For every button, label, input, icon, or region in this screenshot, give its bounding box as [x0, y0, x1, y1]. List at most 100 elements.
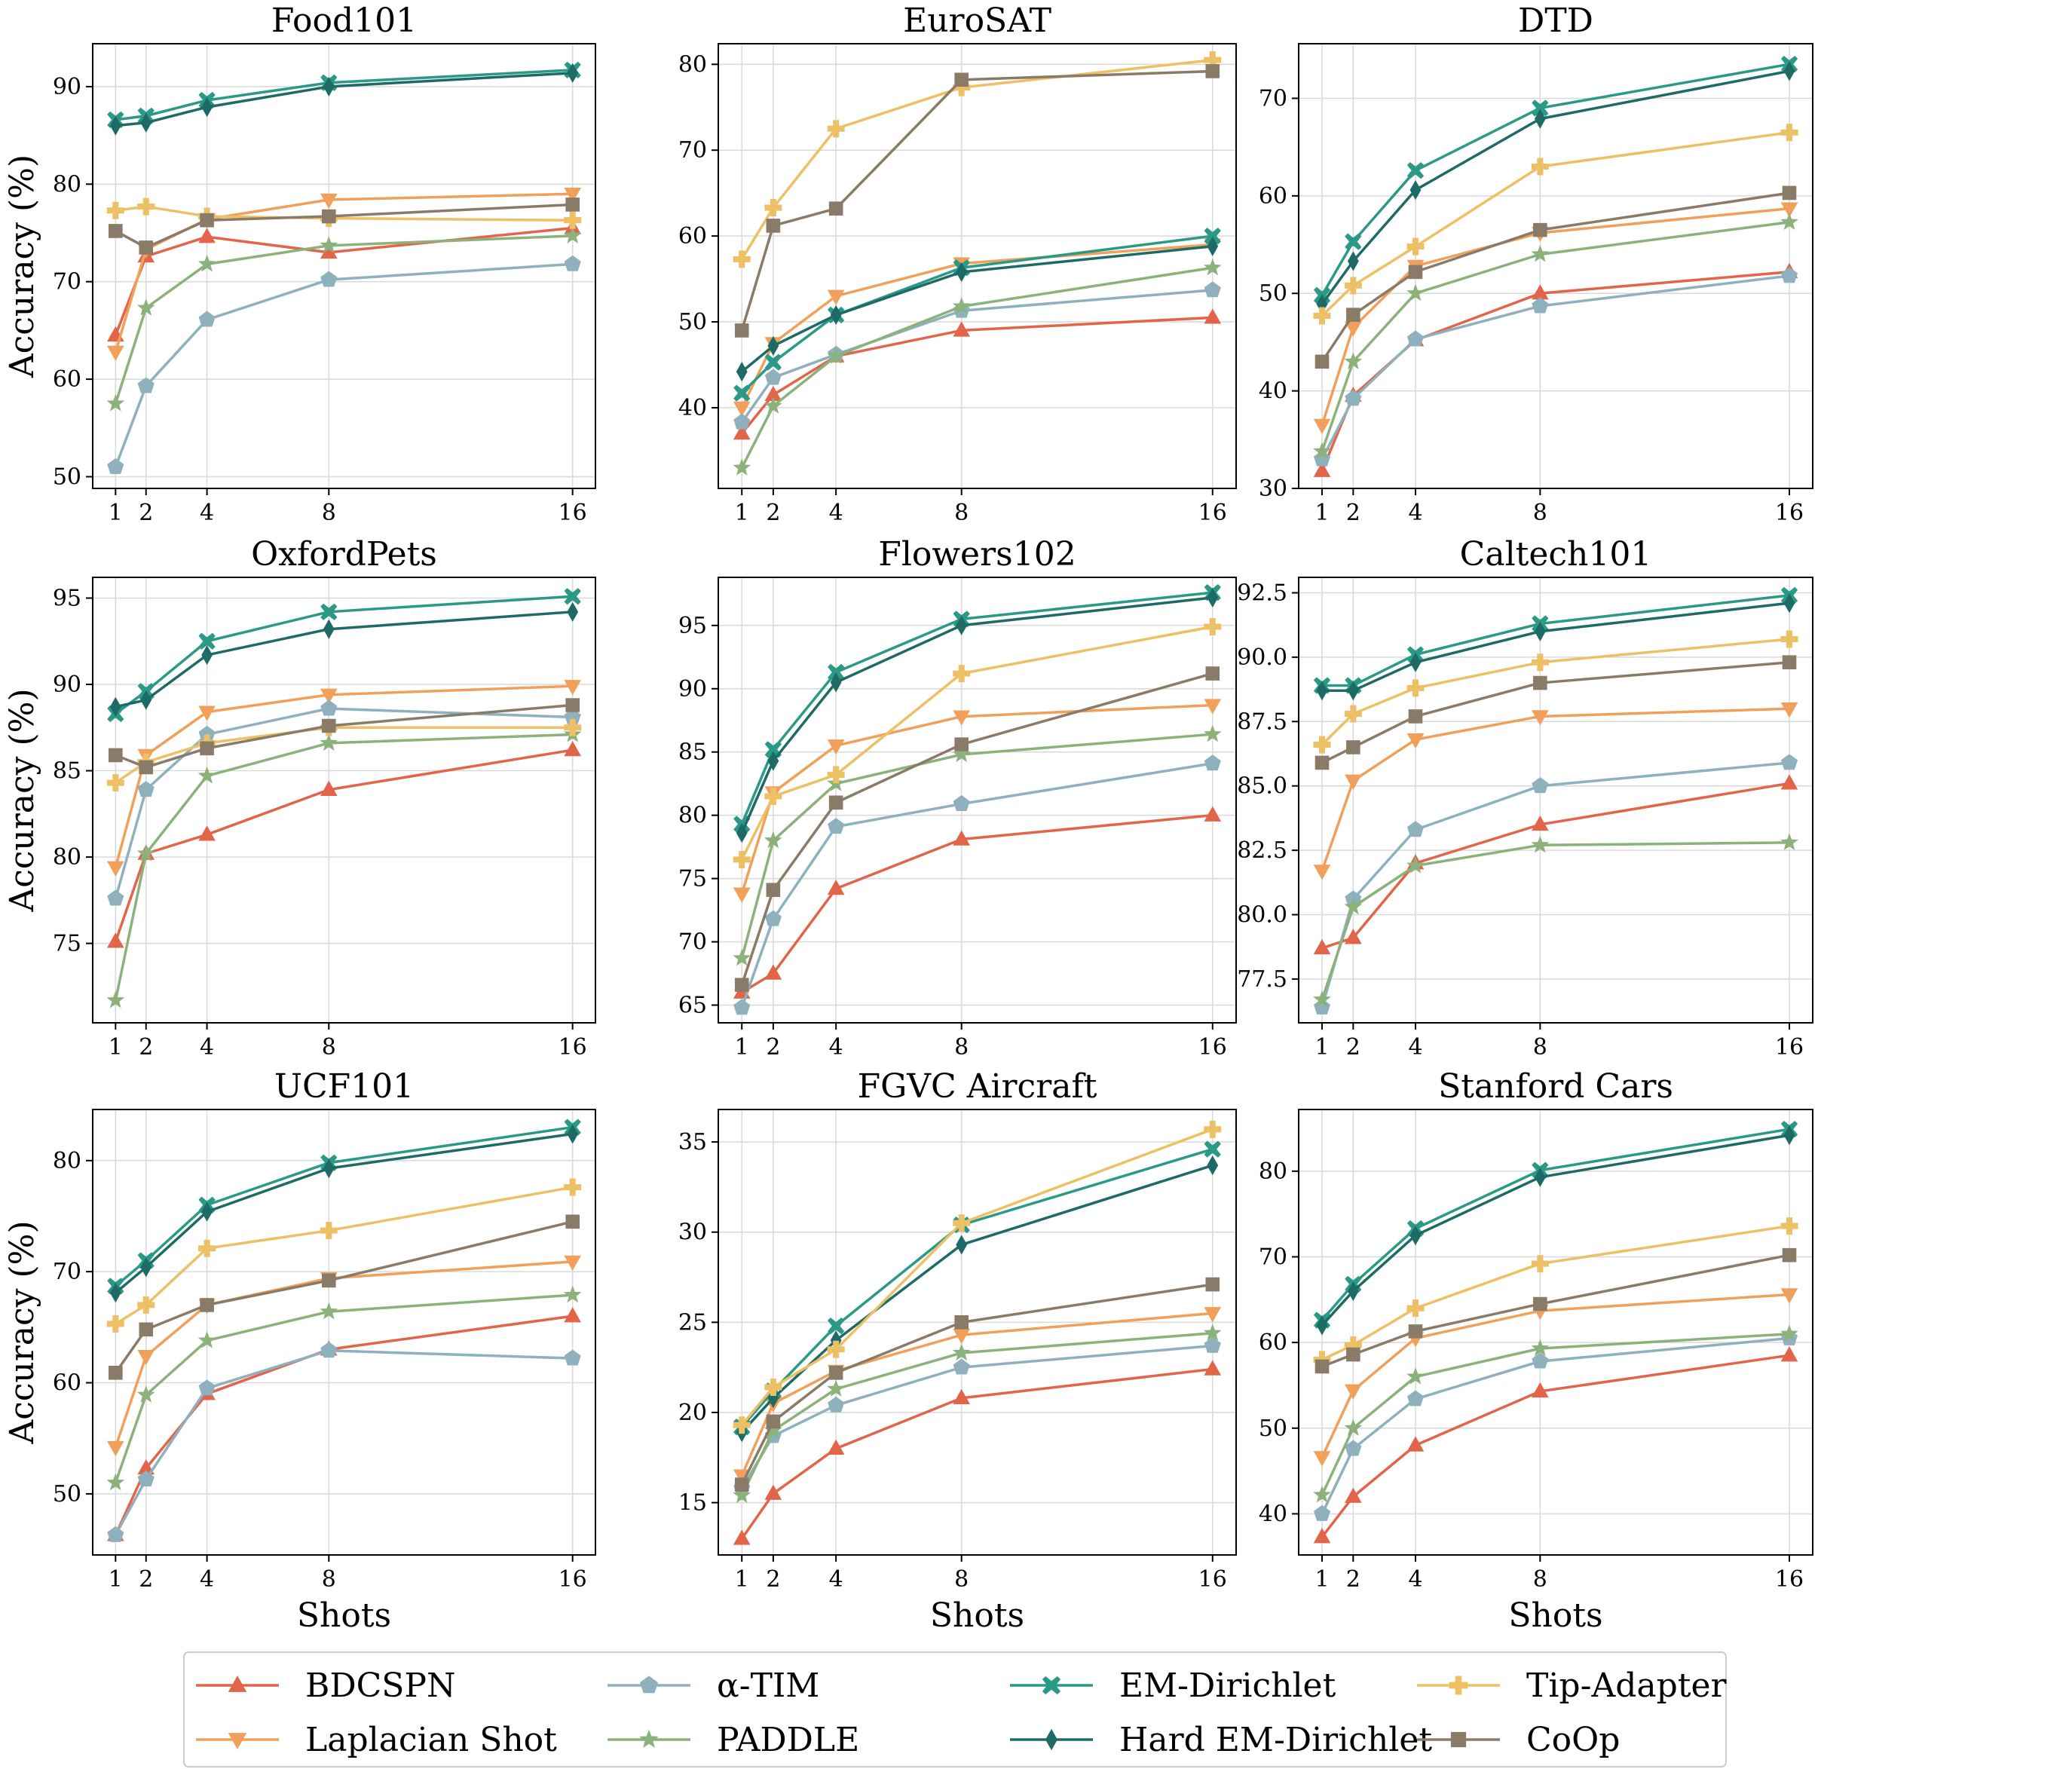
data-point — [733, 413, 751, 430]
data-point — [137, 1471, 155, 1487]
data-point — [1344, 352, 1363, 369]
data-point — [107, 1526, 124, 1542]
data-point — [1532, 815, 1549, 831]
data-point — [1406, 1390, 1425, 1406]
data-point — [198, 632, 216, 650]
y-tick-label: 80 — [53, 844, 81, 871]
data-point — [1532, 1352, 1549, 1369]
data-point — [1780, 1217, 1798, 1235]
series-line — [740, 266, 1214, 469]
data-point — [1205, 64, 1220, 78]
series-line — [115, 1125, 573, 1287]
data-point — [766, 219, 781, 233]
data-point — [1207, 1155, 1219, 1176]
data-point — [1345, 1487, 1362, 1503]
data-point — [1315, 354, 1330, 369]
data-point — [1313, 990, 1331, 1008]
data-point — [563, 1285, 582, 1303]
data-point — [1531, 1255, 1549, 1273]
series-line — [1321, 1293, 1790, 1458]
series-line — [1321, 271, 1790, 472]
x-tick-label: 4 — [200, 1566, 214, 1593]
series-line — [740, 625, 1214, 861]
data-point — [764, 1484, 782, 1500]
data-point — [1780, 630, 1798, 648]
legend-label: CoOp — [1526, 1721, 1620, 1759]
data-point — [828, 201, 843, 216]
series-line — [740, 289, 1213, 424]
series-paddle — [106, 226, 582, 412]
data-point — [734, 323, 749, 338]
x-tick-label: 2 — [1346, 1034, 1360, 1060]
plot-frame — [92, 1109, 596, 1556]
series-em-dirichlet — [107, 61, 581, 129]
data-point — [136, 844, 155, 862]
data-point — [764, 396, 782, 414]
data-point — [140, 690, 152, 710]
data-point — [1347, 681, 1359, 701]
data-point — [200, 741, 214, 756]
series-hard-em-dirichlet — [109, 601, 579, 717]
data-point — [564, 680, 581, 696]
data-point — [201, 1201, 213, 1222]
data-point — [1313, 461, 1331, 477]
y-tick-label: 50 — [678, 309, 707, 335]
series-line — [114, 1260, 573, 1448]
data-point — [1203, 724, 1222, 742]
series-coop — [109, 698, 580, 775]
series-line — [740, 1128, 1214, 1426]
data-point — [827, 120, 845, 138]
data-point — [1347, 1281, 1359, 1302]
data-point — [1406, 1299, 1425, 1318]
data-point — [323, 1158, 335, 1179]
legend-marker — [639, 1729, 659, 1748]
data-point — [1406, 1367, 1425, 1385]
data-point — [1783, 593, 1795, 614]
data-point — [1532, 777, 1549, 794]
data-point — [109, 1283, 121, 1303]
data-point — [954, 72, 969, 87]
x-tick-label: 16 — [559, 500, 587, 526]
y-tick-label: 90 — [53, 74, 81, 100]
data-point — [1313, 1504, 1331, 1521]
panel-title: DTD — [1518, 2, 1593, 40]
panel-title: EuroSAT — [903, 2, 1051, 40]
series-paddle — [733, 258, 1222, 476]
y-tick-label: 65 — [678, 992, 707, 1018]
data-point — [952, 1343, 971, 1361]
plot-frame — [718, 43, 1237, 489]
y-tick-label: 87.5 — [1237, 709, 1287, 735]
data-point — [954, 1315, 969, 1330]
x-tick-label: 16 — [559, 1034, 587, 1060]
y-tick-label: 50 — [53, 1481, 81, 1507]
x-tick-label: 4 — [200, 1034, 214, 1060]
series-coop — [1315, 1247, 1797, 1374]
series-line — [115, 203, 573, 249]
chart-ucf101: 50 60 70 80 1 2 4 8 16 UCF101 Accuracy (%) Shots — [3, 1067, 596, 1635]
data-point — [320, 688, 338, 704]
series-laplacian-shot — [1313, 702, 1798, 880]
series-hard-em-dirichlet — [736, 1155, 1219, 1443]
data-point — [137, 781, 155, 797]
data-point — [140, 112, 152, 133]
x-tick-label: 16 — [1198, 1566, 1227, 1593]
legend-marker — [1449, 1676, 1468, 1695]
legend-label: Hard EM-Dirichlet — [1119, 1721, 1432, 1759]
data-point — [320, 1342, 338, 1358]
x-tick-label: 8 — [322, 1034, 336, 1060]
data-point — [827, 1439, 845, 1455]
data-point — [564, 188, 581, 204]
series-line — [1321, 782, 1790, 950]
data-point — [1346, 308, 1360, 322]
data-point — [567, 63, 579, 83]
data-point — [1315, 1359, 1330, 1374]
data-point — [953, 794, 970, 811]
data-point — [198, 311, 216, 327]
data-point — [733, 458, 751, 476]
x-tick-label: 4 — [1408, 1566, 1422, 1593]
data-point — [1409, 1225, 1422, 1246]
data-point — [736, 823, 748, 843]
y-tick-label: 60 — [53, 366, 81, 393]
y-tick-label: 70 — [678, 929, 707, 956]
data-point — [1406, 856, 1425, 874]
